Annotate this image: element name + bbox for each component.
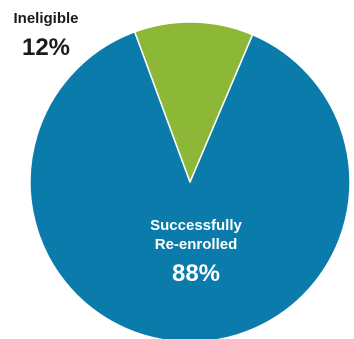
slice-value-label: 12% <box>22 34 70 61</box>
pie-slices <box>29 21 351 339</box>
slice-label-line2: Re-enrolled <box>155 236 238 253</box>
slice-value-label: 88% <box>172 260 220 287</box>
slice-label-line1: Ineligible <box>13 10 78 27</box>
slice-successfully-re-enrolled <box>29 31 351 339</box>
slice-label-successfully-re-enrolled: Successfully Re-enrolled 88% <box>150 217 242 287</box>
slice-label-line1: Successfully <box>150 217 242 234</box>
slice-label-ineligible: Ineligible 12% <box>13 10 78 61</box>
slice-ineligible <box>134 21 254 183</box>
